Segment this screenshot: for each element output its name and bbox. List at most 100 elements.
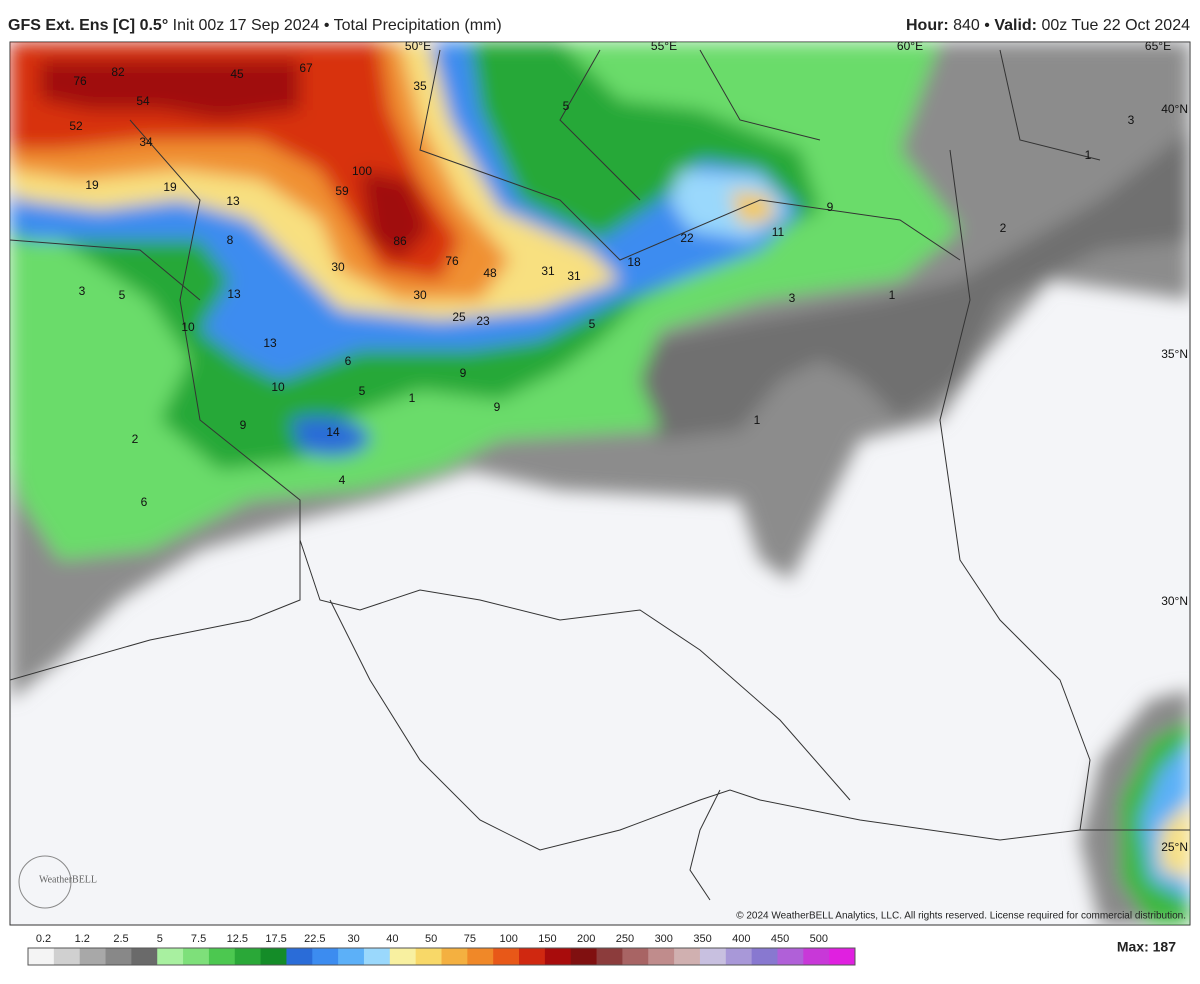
precip-value: 19 <box>163 180 177 194</box>
graticule-label: 55°E <box>651 39 677 53</box>
legend-swatch <box>777 948 804 965</box>
precip-field <box>10 42 1190 925</box>
precip-value: 1 <box>409 391 416 405</box>
legend-swatch <box>363 948 391 965</box>
precip-value: 86 <box>393 234 407 248</box>
legend-tick: 200 <box>577 933 595 945</box>
legend-swatch <box>208 948 236 965</box>
legend-tick: 75 <box>464 933 476 945</box>
precip-value: 48 <box>483 266 497 280</box>
precip-value: 9 <box>827 200 834 214</box>
precip-value: 1 <box>754 413 761 427</box>
precip-value: 1 <box>1085 148 1092 162</box>
precip-value: 35 <box>413 79 427 93</box>
valid-label: Valid: <box>994 17 1037 34</box>
precip-value: 82 <box>111 65 125 79</box>
legend-swatch <box>312 948 339 965</box>
precip-value: 22 <box>680 231 694 245</box>
legend-tick: 30 <box>348 933 360 945</box>
legend-swatch <box>519 948 546 965</box>
precip-value: 8 <box>227 233 234 247</box>
legend-tick: 500 <box>810 933 828 945</box>
legend-tick: 100 <box>500 933 518 945</box>
precip-value: 4 <box>339 473 346 487</box>
legend-swatch <box>183 948 210 965</box>
graticule-label: 30°N <box>1161 594 1188 608</box>
legend-swatch <box>105 948 132 965</box>
model-name: GFS Ext. Ens [C] 0.5° <box>8 17 168 34</box>
legend-tick: 0.2 <box>36 933 51 945</box>
legend-swatch <box>699 948 727 965</box>
precip-value: 5 <box>359 384 366 398</box>
legend-tick: 17.5 <box>265 933 286 945</box>
graticule-label: 65°E <box>1145 39 1171 53</box>
borders <box>10 49 1190 901</box>
precip-value: 2 <box>1000 221 1007 235</box>
precip-value: 30 <box>413 288 427 302</box>
legend-swatch <box>803 948 830 965</box>
precip-value: 11 <box>772 225 785 239</box>
precip-value: 13 <box>226 194 240 208</box>
legend-border <box>27 947 856 966</box>
precip-value: 9 <box>494 400 501 414</box>
header-right: Hour: 840 • Valid: 00z Tue 22 Oct 2024 <box>906 17 1190 34</box>
precip-value: 2 <box>132 432 139 446</box>
graticule-label: 40°N <box>1161 102 1188 116</box>
precip-value: 18 <box>627 255 641 269</box>
legend-swatch <box>28 948 55 965</box>
legend-swatch <box>260 948 287 965</box>
legend-swatch <box>544 948 572 965</box>
precip-value: 54 <box>136 94 150 108</box>
precip-value: 67 <box>299 61 313 75</box>
legend-tick: 12.5 <box>227 933 248 945</box>
legend-tick: 22.5 <box>304 933 325 945</box>
precip-value: 10 <box>181 320 195 334</box>
graticule-label: 60°E <box>897 39 923 53</box>
header-left: GFS Ext. Ens [C] 0.5° Init 00z 17 Sep 20… <box>8 17 502 34</box>
legend-swatch <box>53 948 81 965</box>
max-value: Max: 187 <box>1117 939 1176 955</box>
precip-value: 23 <box>476 314 490 328</box>
legend-swatch <box>441 948 468 965</box>
precip-value: 10 <box>271 380 285 394</box>
precip-value: 13 <box>263 336 277 350</box>
precip-value: 5 <box>119 288 126 302</box>
graticule-label: 35°N <box>1161 347 1188 361</box>
graticule-label: 25°N <box>1161 840 1188 854</box>
valid: 00z Tue 22 Oct 2024 <box>1041 17 1190 34</box>
precip-value: 31 <box>567 269 581 283</box>
legend-tick: 450 <box>771 933 789 945</box>
precip-value: 14 <box>326 425 340 439</box>
precip-value: 5 <box>589 317 596 331</box>
legend-tick: 350 <box>693 933 711 945</box>
legend-swatch <box>234 948 262 965</box>
legend-tick: 7.5 <box>191 933 206 945</box>
precip-value: 31 <box>541 264 555 278</box>
graticule-label: 50°E <box>405 39 431 53</box>
precip-value: 30 <box>331 260 345 274</box>
copyright: © 2024 WeatherBELL Analytics, LLC. All r… <box>736 911 1186 922</box>
hour-label: Hour: <box>906 17 949 34</box>
legend-swatch <box>79 948 107 965</box>
precip-value: 45 <box>230 67 244 81</box>
precip-value: 52 <box>69 119 83 133</box>
precip-value: 1 <box>889 288 896 302</box>
hour: 840 • <box>953 17 990 34</box>
legend-swatch <box>829 948 856 965</box>
legend-tick: 250 <box>616 933 634 945</box>
precip-value: 34 <box>139 135 153 149</box>
precip-value: 76 <box>445 254 459 268</box>
precip-value: 6 <box>141 495 148 509</box>
precip-value: 3 <box>789 291 796 305</box>
legend-swatch <box>751 948 778 965</box>
legend-tick: 400 <box>732 933 750 945</box>
precip-value: 19 <box>85 178 99 192</box>
precip-value: 9 <box>460 366 467 380</box>
legend-swatch <box>157 948 184 965</box>
legend-swatch <box>415 948 442 965</box>
precip-value: 9 <box>240 418 247 432</box>
legend-swatch <box>338 948 365 965</box>
legend-tick: 50 <box>425 933 437 945</box>
legend-swatch <box>389 948 417 965</box>
